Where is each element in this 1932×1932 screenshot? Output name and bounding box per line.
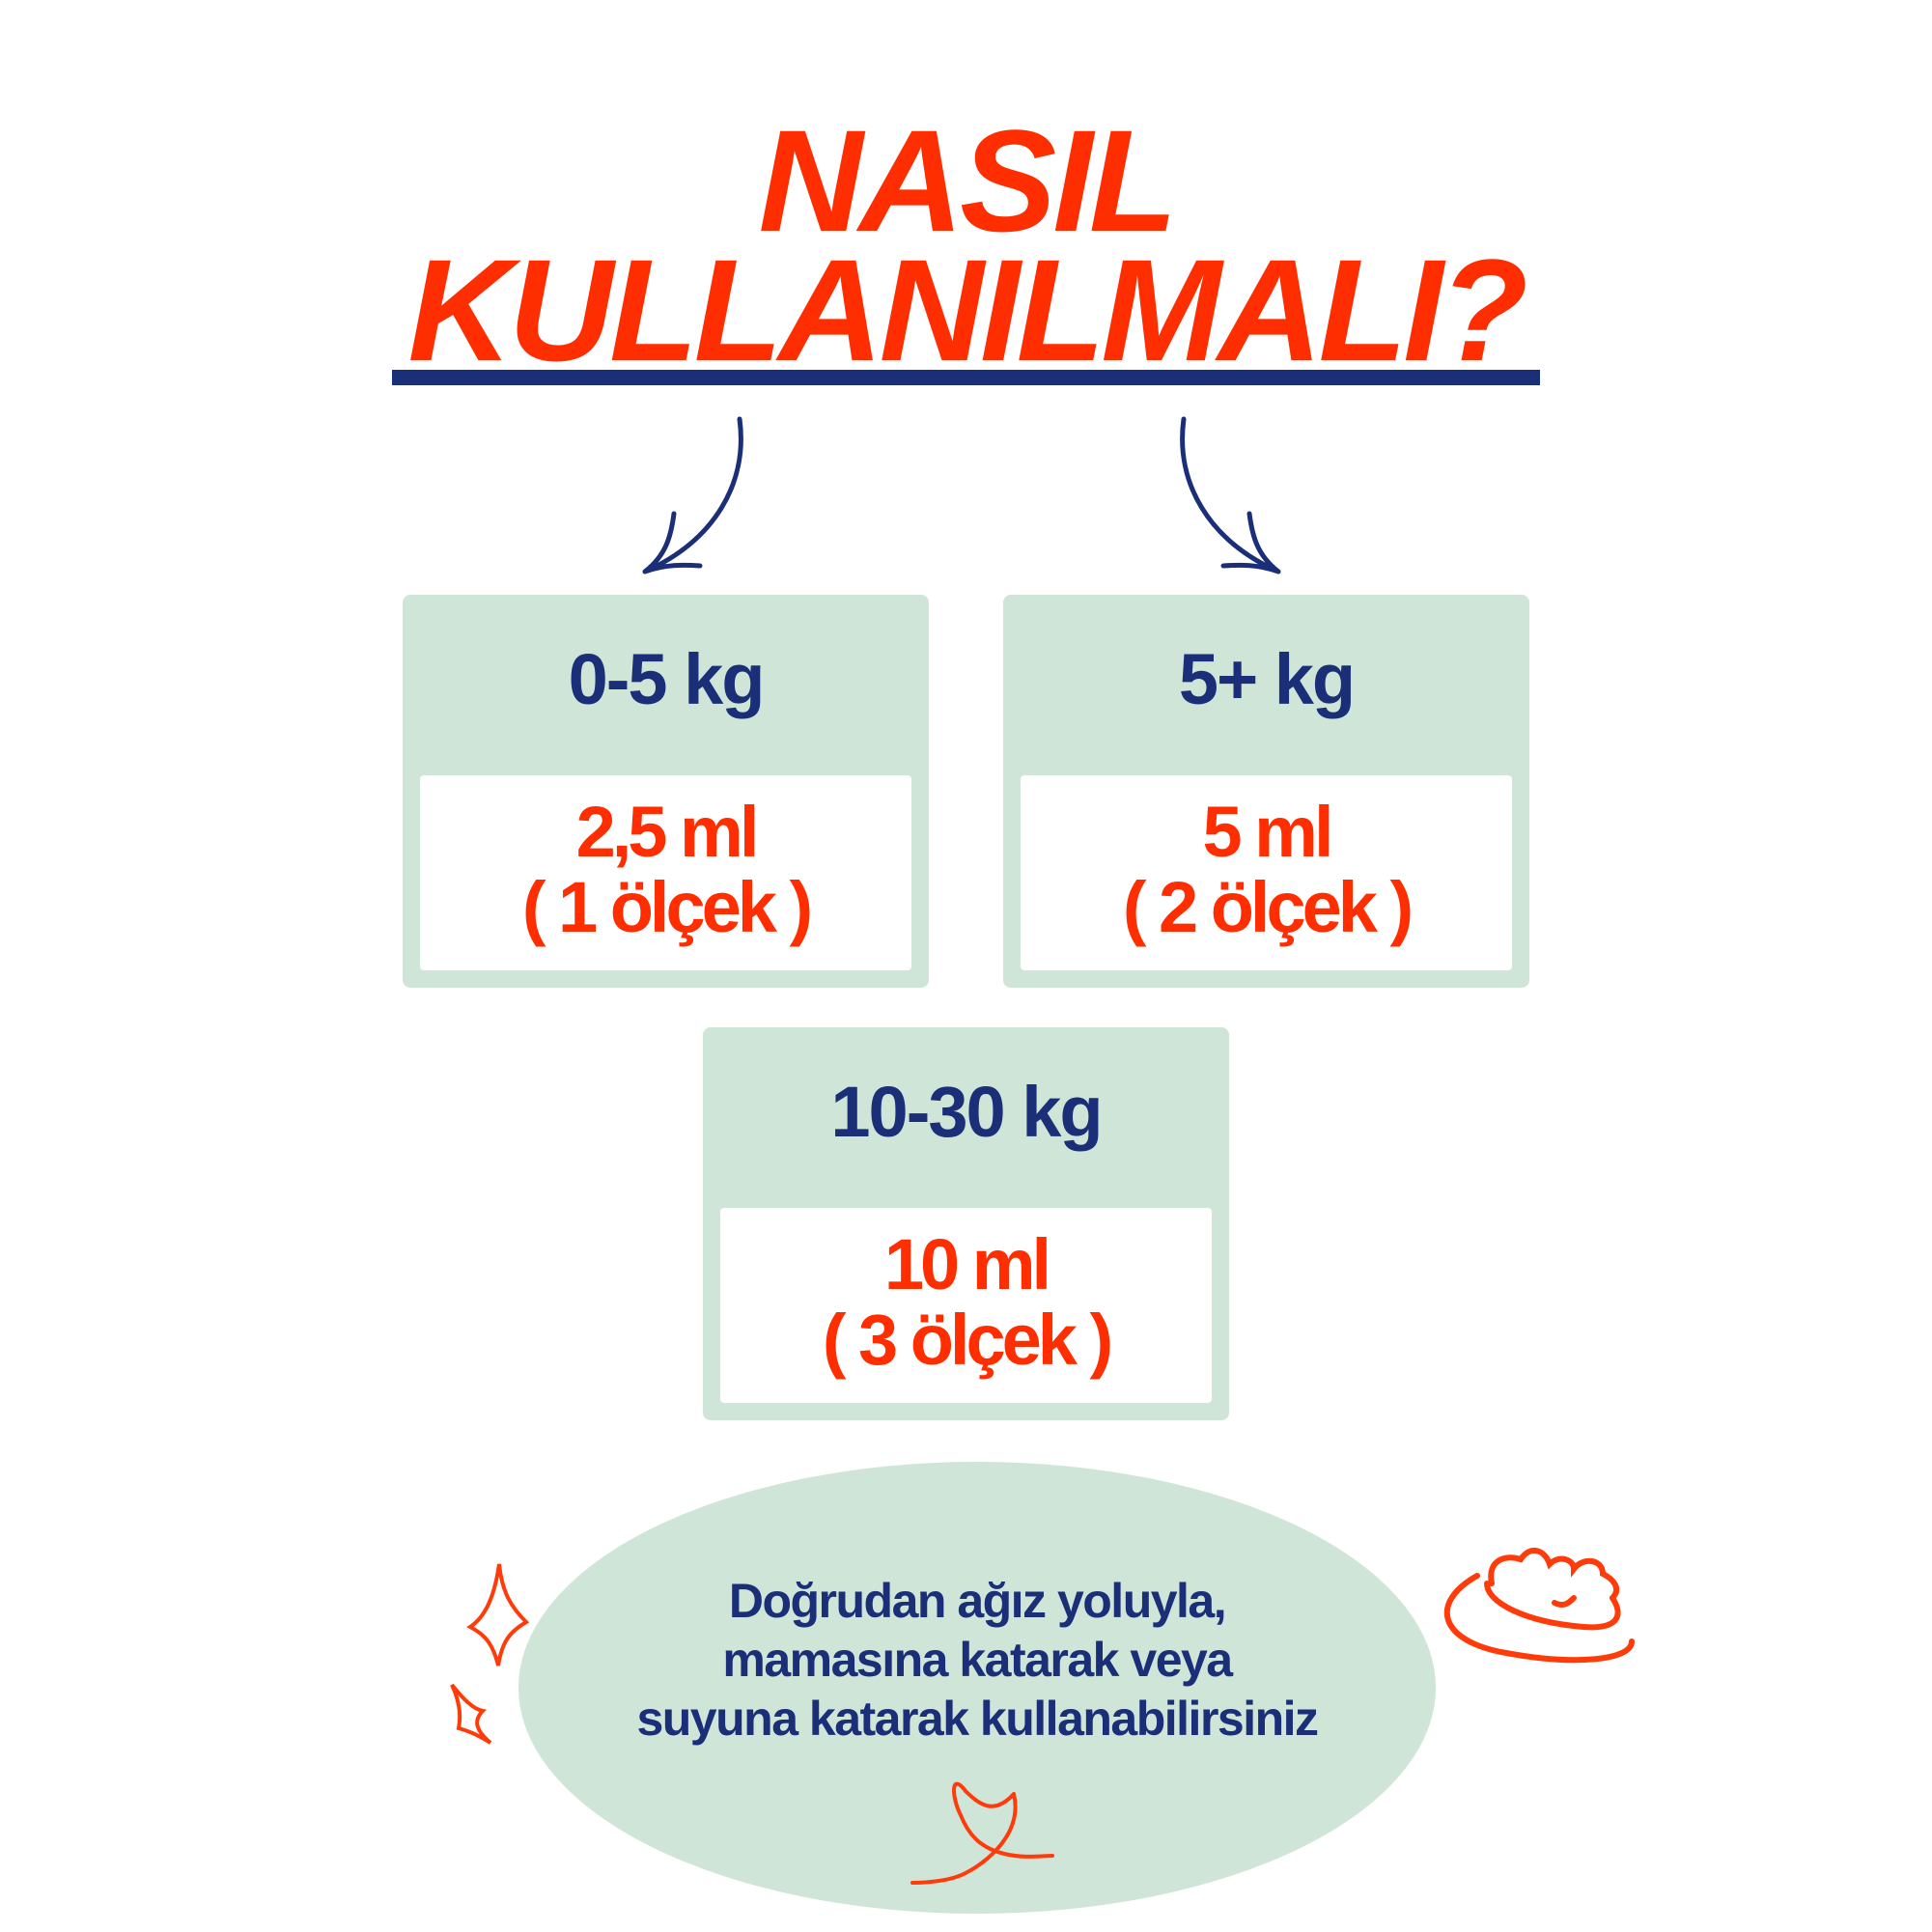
heart-icon — [910, 1781, 1054, 1885]
weight-label: 5+ kg — [1178, 639, 1356, 719]
sparkle-small-icon — [450, 1683, 492, 1745]
dose-amount: 2,5 ml — [575, 792, 760, 872]
dose-card-5plus-kg: 5+ kg 5 ml ( 2 ölçek ) — [1003, 595, 1529, 988]
dose-card-10-30kg: 10-30 kg 10 ml ( 3 ölçek ) — [703, 1027, 1229, 1420]
dose-scoops: ( 1 ölçek ) — [521, 867, 813, 947]
note-ellipse — [518, 1462, 1436, 1914]
dose-scoops: ( 2 ölçek ) — [1122, 867, 1414, 947]
dose-panel: 2,5 ml ( 1 ölçek ) — [420, 775, 911, 970]
weight-label: 10-30 kg — [830, 1072, 1103, 1152]
usage-note: Doğrudan ağız yoluyla, mamasına katarak … — [518, 1572, 1436, 1749]
dose-card-0-5kg: 0-5 kg 2,5 ml ( 1 ölçek ) — [403, 595, 929, 988]
title-line-1: NASIL — [758, 99, 1178, 262]
arrow-left-icon — [642, 416, 743, 574]
dose-amount: 5 ml — [1202, 792, 1333, 872]
note-line-1: Doğrudan ağız yoluyla, — [728, 1574, 1227, 1628]
dose-panel: 5 ml ( 2 ölçek ) — [1021, 775, 1512, 970]
dose-scoops: ( 3 ölçek ) — [822, 1300, 1113, 1380]
weight-label: 0-5 kg — [568, 639, 766, 719]
sparkle-large-icon — [466, 1563, 530, 1666]
food-bowl-icon — [1443, 1548, 1635, 1664]
note-line-3: suyuna katarak kullanabilirsiniz — [636, 1692, 1319, 1746]
title-underline — [392, 370, 1540, 385]
dose-amount: 10 ml — [883, 1224, 1051, 1304]
note-line-2: mamasına katarak veya — [722, 1633, 1233, 1687]
dose-panel: 10 ml ( 3 ölçek ) — [720, 1208, 1212, 1403]
title-line-2: KULLANILMALI? — [407, 229, 1527, 391]
arrow-right-icon — [1180, 416, 1281, 574]
